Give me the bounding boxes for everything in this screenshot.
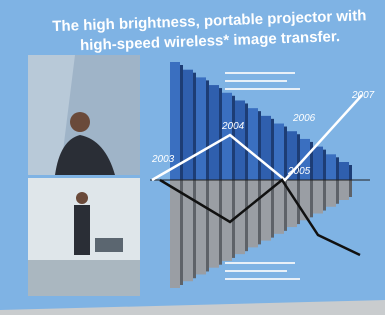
decorative-bar — [209, 85, 219, 180]
decorative-bar — [209, 180, 219, 268]
decorative-bar — [170, 180, 180, 288]
decorative-bar — [219, 180, 222, 265]
decorative-bar — [349, 165, 352, 180]
decorative-bar — [284, 127, 287, 180]
decorative-bar — [313, 147, 323, 180]
decorative-bar — [183, 70, 193, 180]
decorative-bar — [336, 157, 339, 180]
decorative-bar — [349, 180, 352, 197]
decorative-bar — [323, 180, 326, 211]
text-line — [225, 270, 287, 272]
decorative-bar — [326, 154, 336, 180]
floor — [28, 260, 140, 296]
photo-top — [28, 55, 140, 175]
decorative-bar — [245, 103, 248, 180]
laptop — [95, 238, 123, 252]
year-label: 2005 — [287, 166, 311, 177]
decorative-bar — [258, 111, 261, 180]
text-line — [225, 262, 295, 264]
decorative-bar — [206, 80, 209, 180]
decorative-bar — [258, 180, 261, 244]
decorative-bar — [326, 180, 336, 207]
decorative-bar — [219, 88, 222, 180]
decorative-bar — [339, 162, 349, 180]
decorative-bar — [287, 180, 297, 227]
person-head — [76, 192, 88, 204]
decorative-bar — [336, 180, 339, 204]
decorative-bar — [339, 180, 349, 200]
text-line — [225, 72, 295, 74]
decorative-bar — [196, 180, 206, 274]
decorative-bar — [261, 116, 271, 180]
decorative-bar — [248, 108, 258, 180]
text-line — [225, 80, 287, 82]
decorative-bar — [248, 180, 258, 247]
person-body — [74, 205, 90, 255]
decorative-bar — [313, 180, 323, 214]
page: The high brightness, portable projector … — [0, 0, 385, 315]
photo: The high brightness, portable projector … — [0, 0, 385, 315]
photo-bottom — [28, 178, 140, 296]
decorative-bar — [245, 180, 248, 251]
decorative-bar — [206, 180, 209, 271]
year-label: 2007 — [351, 90, 375, 101]
year-label: 2003 — [151, 154, 175, 165]
decorative-bar — [310, 142, 313, 180]
decorative-bar — [310, 180, 313, 217]
decorative-bar — [193, 73, 196, 180]
person-head — [70, 112, 90, 132]
text-line — [225, 278, 300, 280]
decorative-bar — [196, 77, 206, 180]
decorative-bar — [180, 180, 183, 285]
year-label: 2004 — [221, 121, 245, 132]
decorative-bar — [274, 180, 284, 234]
text-line — [225, 88, 300, 90]
year-label: 2006 — [292, 113, 316, 124]
decorative-bar — [323, 150, 326, 180]
decorative-bar — [193, 180, 196, 278]
